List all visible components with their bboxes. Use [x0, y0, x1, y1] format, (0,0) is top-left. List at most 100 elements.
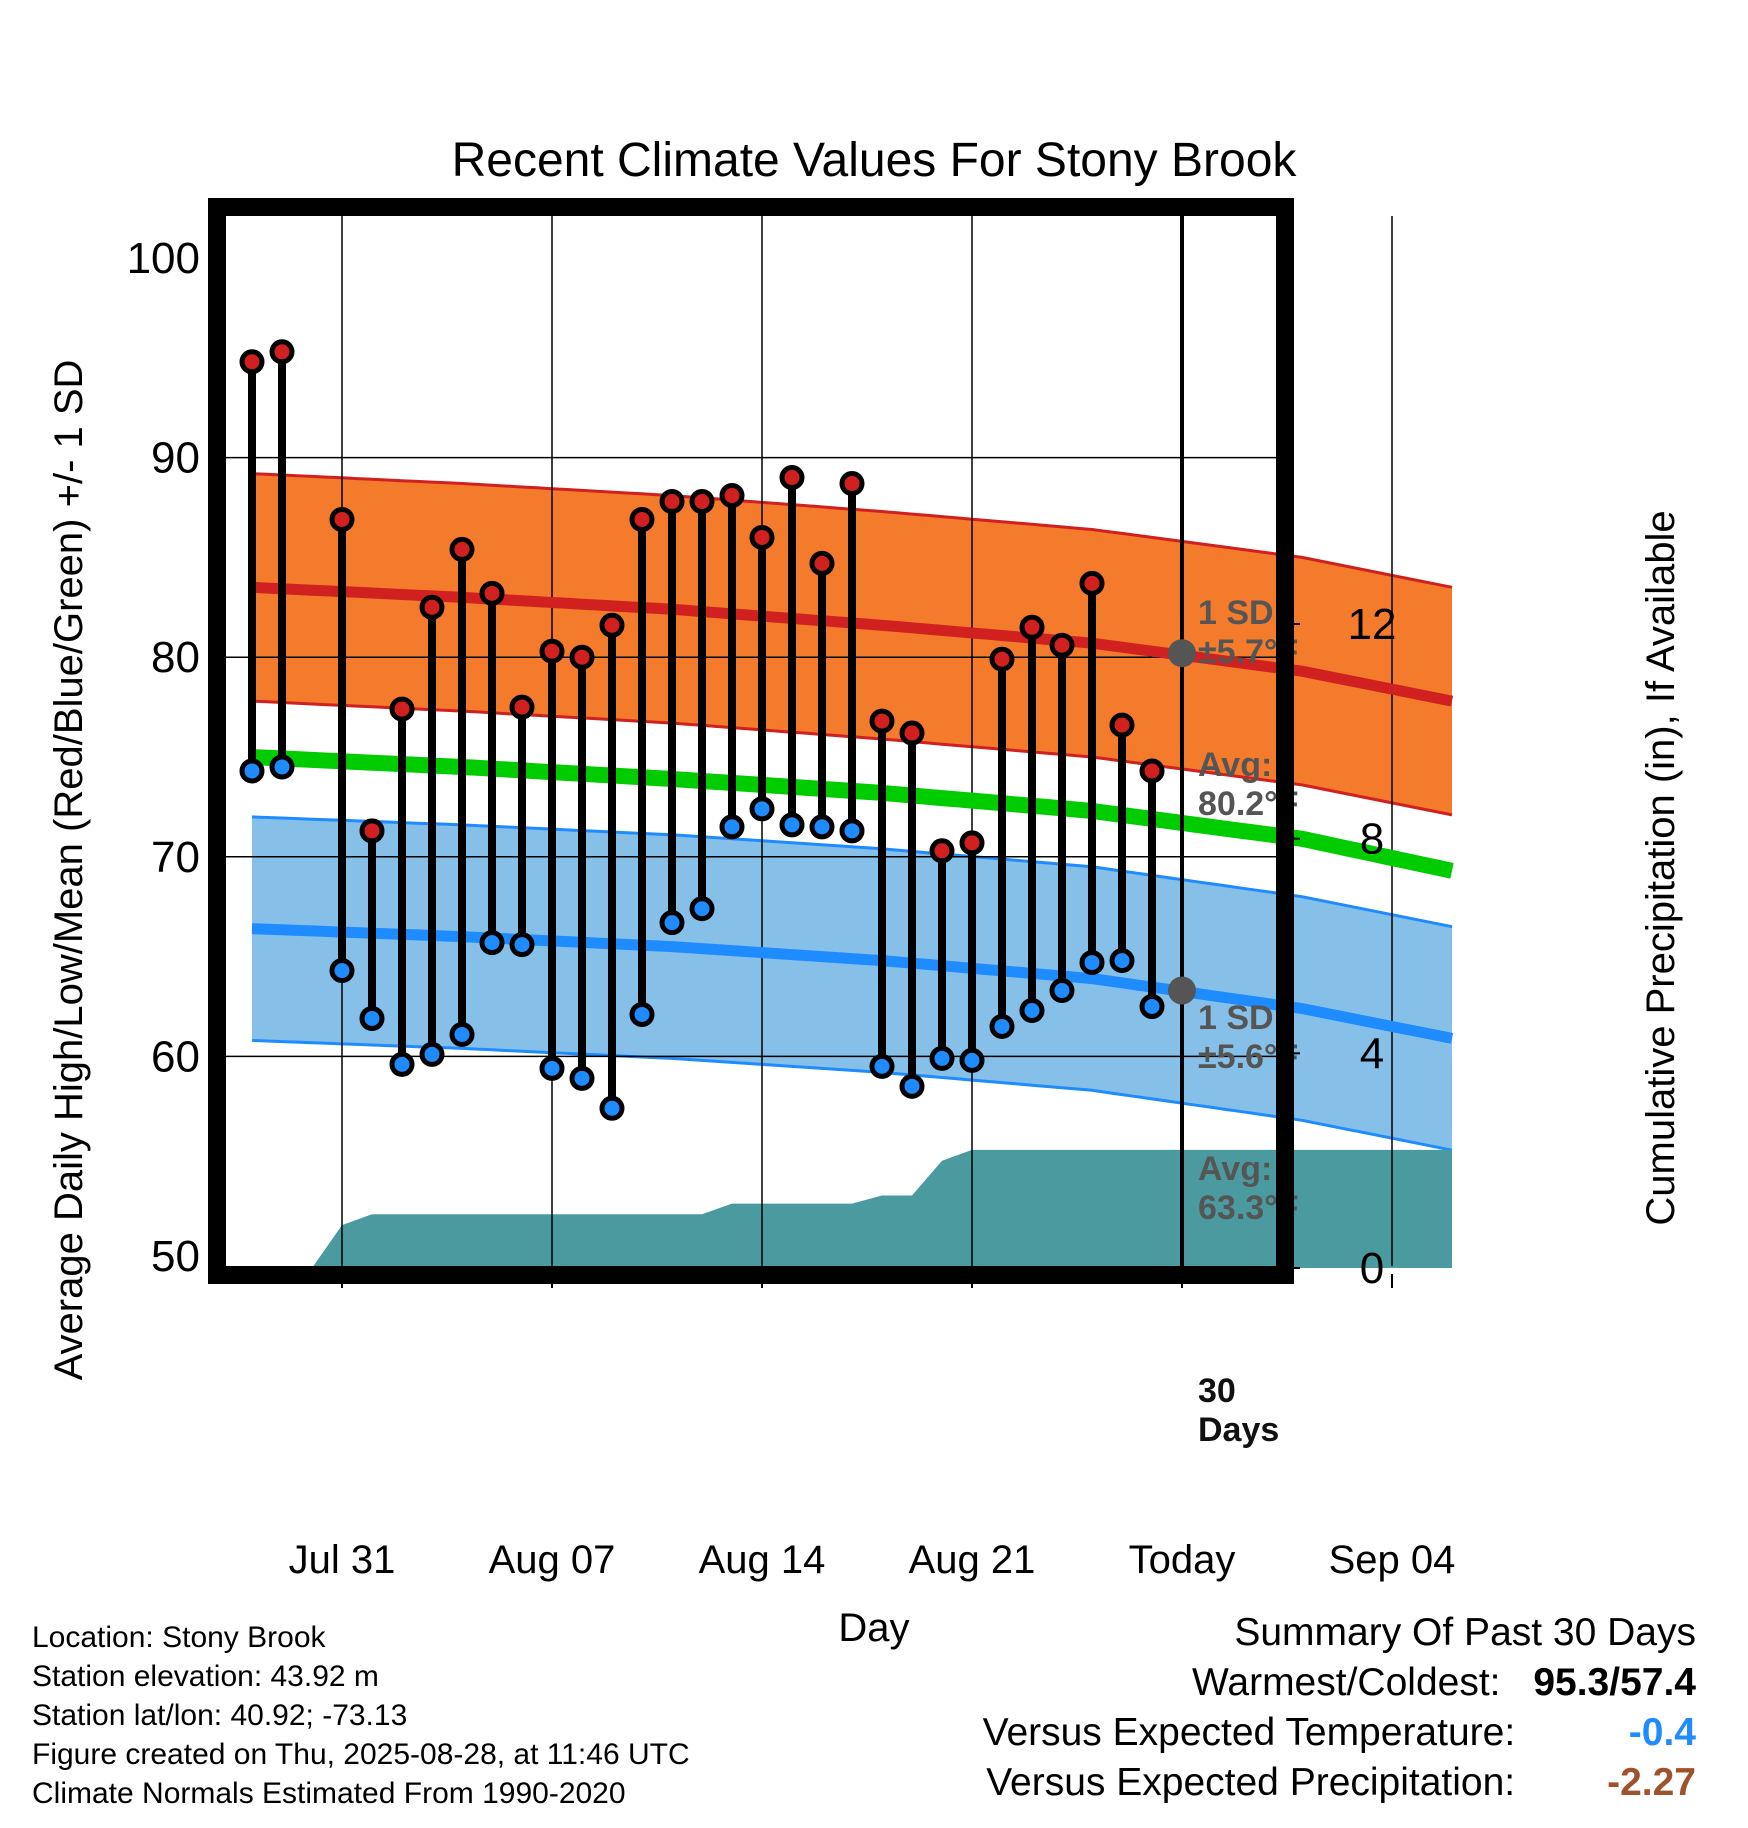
- obs-high-marker: [1019, 614, 1045, 640]
- obs-low-marker: [929, 1045, 955, 1071]
- left-axis-label: Average Daily High/Low/Mean (Red/Blue/Gr…: [47, 360, 91, 1381]
- obs-high-marker: [599, 612, 625, 638]
- obs-low-marker: [389, 1051, 415, 1077]
- obs-low-marker: [839, 818, 865, 844]
- obs-high-marker: [749, 524, 775, 550]
- right-axis-label: Cumulative Precipitation (in), If Availa…: [1639, 510, 1683, 1225]
- obs-high-marker: [839, 471, 865, 497]
- precip-days-label-line-1: 30: [1198, 1372, 1236, 1410]
- obs-high-marker: [389, 696, 415, 722]
- obs-high-marker: [239, 349, 265, 375]
- normals-text: Climate Normals Estimated From 1990-2020: [32, 1777, 626, 1810]
- obs-low-marker: [419, 1041, 445, 1067]
- precip-area: [312, 1149, 1452, 1268]
- created-text: Figure created on Thu, 2025-08-28, at 11…: [32, 1738, 690, 1771]
- obs-high-marker: [719, 483, 745, 509]
- obs-high-marker: [1139, 758, 1165, 784]
- obs-low-marker: [989, 1013, 1015, 1039]
- obs-high-marker: [1079, 570, 1105, 596]
- obs-low-marker: [599, 1095, 625, 1121]
- obs-high-marker: [569, 644, 595, 670]
- obs-low-marker: [569, 1065, 595, 1091]
- obs-high-marker: [539, 638, 565, 664]
- obs-low-marker: [869, 1053, 895, 1079]
- low-sd-label-line-1: 1 SD:: [1198, 999, 1285, 1037]
- x-tick-label: Today: [1129, 1538, 1236, 1582]
- location-text: Location: Stony Brook: [32, 1621, 326, 1654]
- warmest-label: Warmest/Coldest:: [1192, 1661, 1501, 1704]
- obs-high-marker: [449, 536, 475, 562]
- obs-low-marker: [959, 1047, 985, 1073]
- summary-heading: Summary Of Past 30 Days: [1234, 1611, 1696, 1654]
- obs-low-marker: [1109, 948, 1135, 974]
- precip-departure-value: -2.27: [1607, 1761, 1696, 1804]
- obs-high-marker: [869, 708, 895, 734]
- low-sd-band-upper-edge: [251, 815, 1453, 929]
- left-tick-label: 60: [151, 1032, 200, 1081]
- right-tick-label: 4: [1360, 1029, 1384, 1078]
- obs-high-marker: [479, 580, 505, 606]
- x-tick-label: Aug 21: [909, 1538, 1036, 1582]
- low-avg-label-line-1: Avg:: [1198, 1150, 1272, 1188]
- obs-high-marker: [419, 594, 445, 620]
- right-tick-label: 8: [1360, 815, 1384, 864]
- obs-high-marker: [899, 720, 925, 746]
- latlon-text: Station lat/lon: 40.92; -73.13: [32, 1699, 408, 1732]
- obs-high-marker: [659, 489, 685, 515]
- left-tick-label: 50: [151, 1232, 200, 1281]
- left-tick-label: 70: [151, 833, 200, 882]
- obs-high-marker: [1109, 712, 1135, 738]
- obs-low-marker: [479, 930, 505, 956]
- obs-low-marker: [809, 814, 835, 840]
- obs-high-marker: [1049, 632, 1075, 658]
- left-tick-label: 80: [151, 633, 200, 682]
- obs-high-marker: [959, 830, 985, 856]
- temp-departure-label: Versus Expected Temperature:: [982, 1711, 1516, 1754]
- obs-high-marker: [329, 506, 355, 532]
- obs-high-marker: [359, 818, 385, 844]
- obs-low-marker: [1049, 978, 1075, 1004]
- obs-high-marker: [509, 694, 535, 720]
- today-high-marker: [1168, 639, 1196, 668]
- obs-low-marker: [509, 932, 535, 958]
- chart-title: Recent Climate Values For Stony Brook: [452, 134, 1298, 187]
- right-tick-label: 0: [1360, 1244, 1384, 1293]
- obs-low-marker: [359, 1005, 385, 1031]
- obs-high-marker: [929, 838, 955, 864]
- plot-frame: [208, 198, 1294, 1284]
- obs-high-marker: [779, 465, 805, 491]
- temp-departure-value: -0.4: [1628, 1711, 1696, 1754]
- x-tick-label: Jul 31: [289, 1538, 396, 1582]
- obs-high-marker: [809, 550, 835, 576]
- obs-low-marker: [719, 814, 745, 840]
- low-sd-band-lower-edge: [251, 1038, 1453, 1152]
- precip-departure-label: Versus Expected Precipitation:: [986, 1761, 1516, 1804]
- x-tick-label: Aug 07: [489, 1538, 616, 1582]
- obs-low-marker: [1079, 950, 1105, 976]
- obs-low-marker: [629, 1001, 655, 1027]
- obs-low-marker: [899, 1073, 925, 1099]
- warmest-value: 95.3/57.4: [1533, 1661, 1696, 1704]
- x-tick-label: Aug 14: [699, 1538, 826, 1582]
- obs-low-marker: [749, 796, 775, 822]
- low-normal-line: [251, 923, 1454, 1044]
- high-sd-label-line-1: 1 SD:: [1198, 594, 1285, 632]
- elevation-text: Station elevation: 43.92 m: [32, 1660, 379, 1693]
- obs-low-marker: [329, 958, 355, 984]
- obs-low-marker: [539, 1055, 565, 1081]
- obs-high-marker: [269, 339, 295, 365]
- x-axis-label: Day: [838, 1606, 909, 1650]
- obs-high-marker: [629, 506, 655, 532]
- obs-low-marker: [689, 896, 715, 922]
- obs-low-marker: [659, 910, 685, 936]
- obs-low-marker: [779, 812, 805, 838]
- obs-high-marker: [689, 489, 715, 515]
- obs-low-marker: [449, 1021, 475, 1047]
- summary-panel: Summary Of Past 30 Days Warmest/Coldest:…: [983, 1608, 1696, 1808]
- high-avg-label-line-1: Avg:: [1198, 746, 1272, 784]
- obs-high-marker: [989, 646, 1015, 672]
- obs-low-marker: [1019, 997, 1045, 1023]
- left-tick-label: 100: [127, 234, 200, 283]
- today-low-marker: [1168, 976, 1196, 1005]
